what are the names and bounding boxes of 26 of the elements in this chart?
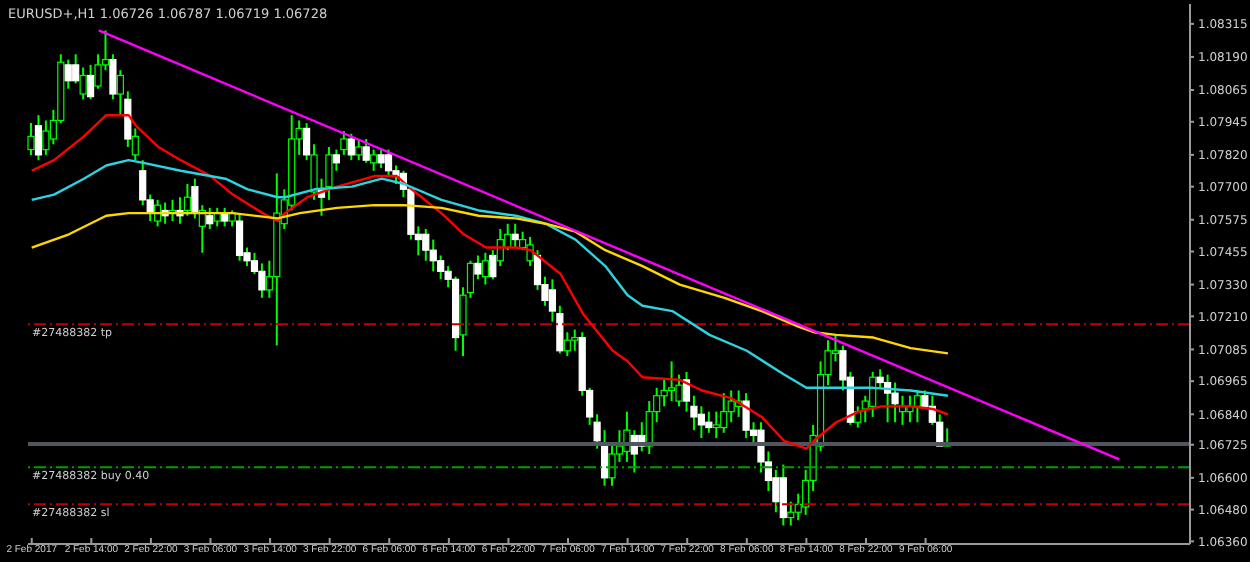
candlestick — [481, 251, 489, 286]
candlestick — [340, 130, 348, 156]
candlestick — [183, 183, 192, 217]
candlestick — [571, 328, 579, 352]
line-series — [30, 203, 950, 355]
candlestick — [913, 389, 921, 424]
candlestick — [891, 381, 899, 424]
candlestick — [362, 138, 370, 164]
candlestick — [34, 114, 43, 162]
candlestick — [355, 138, 363, 162]
candlestick — [779, 463, 787, 527]
candlestick — [742, 392, 750, 440]
candlestick — [712, 410, 720, 440]
candlestick — [787, 500, 795, 527]
candlestick — [511, 222, 519, 249]
candlestick — [235, 212, 244, 262]
candlestick — [206, 206, 214, 230]
candlestick — [563, 331, 571, 358]
candlestick — [720, 392, 728, 434]
candlestick — [667, 360, 676, 403]
candlestick — [27, 122, 35, 156]
candlestick — [377, 148, 385, 170]
candlestick — [347, 132, 355, 162]
candlestick — [705, 410, 713, 434]
candlestick — [869, 370, 877, 418]
candlestick — [384, 148, 393, 178]
